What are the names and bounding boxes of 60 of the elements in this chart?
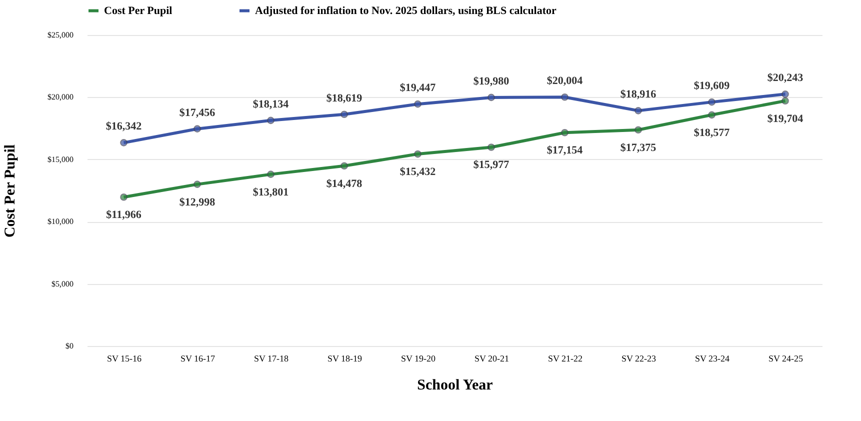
point — [340, 162, 348, 170]
y-tick-label: $5,000 — [52, 279, 74, 288]
point — [340, 110, 348, 118]
point — [414, 150, 422, 158]
y-tick-label: $10,000 — [48, 217, 74, 226]
data-label: $18,577 — [694, 126, 730, 139]
point — [267, 170, 274, 178]
data-label: $19,447 — [400, 82, 436, 94]
point — [782, 90, 789, 98]
data-label: $17,456 — [179, 106, 216, 119]
legend-label: Cost Per Pupil — [104, 4, 172, 17]
legend-label: Adjusted for inflation to Nov. 2025 dollars, using BLS calculator — [255, 4, 557, 17]
point — [488, 144, 495, 151]
point — [561, 128, 568, 136]
point — [488, 94, 495, 102]
x-tick-label: SV 19-20 — [400, 354, 436, 364]
y-tick-label: $15,000 — [48, 154, 74, 164]
data-label: $19,704 — [767, 112, 804, 125]
x-tick-label: SV 15-16 — [106, 354, 142, 364]
data-label: $18,916 — [620, 88, 657, 101]
point — [194, 180, 201, 188]
x-tick-label: SV 20-21 — [474, 354, 510, 364]
data-label: $18,134 — [252, 98, 290, 110]
point — [782, 97, 789, 105]
point — [708, 98, 716, 106]
y-tick-label: $20,000 — [48, 92, 74, 102]
y-tick-label: $0 — [66, 342, 74, 350]
point — [634, 107, 642, 114]
data-label: $12,998 — [179, 196, 216, 208]
x-axis-title: School Year — [417, 378, 494, 394]
data-label: $16,342 — [106, 120, 142, 133]
x-tick-label: SV 16-17 — [180, 354, 216, 364]
x-tick-label: SV 17-18 — [254, 354, 290, 364]
x-tick-label: SV 23-24 — [694, 354, 730, 364]
data-label: $17,375 — [620, 142, 657, 154]
data-label: $17,154 — [546, 144, 584, 157]
point — [120, 193, 128, 201]
point — [414, 100, 422, 108]
x-tick-label: SV 24-25 — [768, 354, 804, 364]
point — [561, 93, 568, 101]
data-label: $19,609 — [694, 80, 730, 92]
data-label: $18,619 — [326, 92, 363, 104]
y-axis-title: Cost Per Pupil — [2, 144, 18, 238]
x-tick-label: SV 21-22 — [548, 354, 583, 364]
point — [267, 116, 274, 124]
data-label: $19,980 — [473, 75, 510, 88]
point — [708, 111, 716, 119]
data-label: $20,004 — [546, 75, 584, 88]
data-label: $15,977 — [473, 159, 510, 172]
x-tick-label: SV 18-19 — [327, 354, 363, 364]
point — [194, 125, 201, 133]
data-label: $11,966 — [106, 209, 142, 222]
x-tick-label: SV 22-23 — [621, 354, 657, 364]
point — [634, 126, 642, 134]
data-label: $15,432 — [400, 166, 436, 178]
data-label: $20,243 — [767, 72, 804, 84]
data-label: $13,801 — [252, 186, 289, 198]
data-label: $14,478 — [326, 178, 363, 190]
y-tick-label: $25,000 — [48, 30, 74, 40]
point — [120, 139, 128, 146]
